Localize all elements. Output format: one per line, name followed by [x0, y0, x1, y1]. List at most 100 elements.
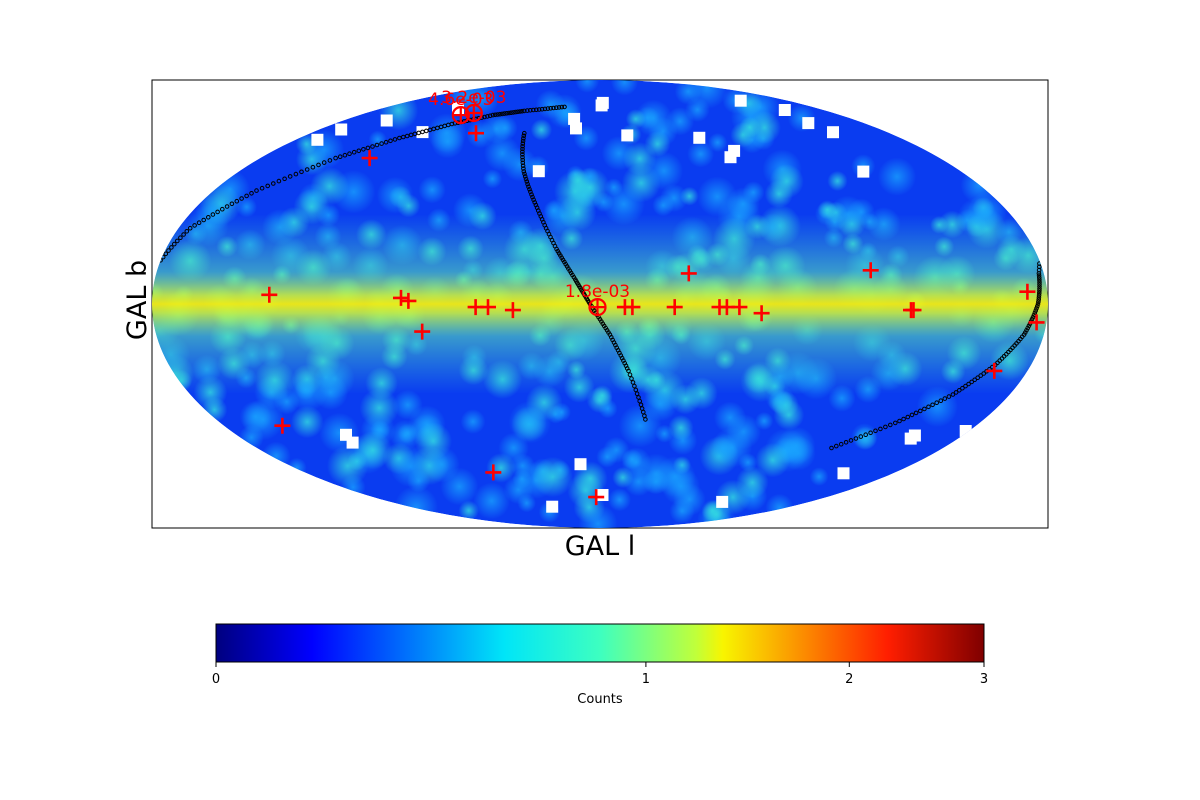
ecliptic-track-dot	[1037, 279, 1042, 285]
sky-blob	[659, 184, 688, 213]
ecliptic-track-dot	[843, 440, 849, 445]
ecliptic-track-dot	[515, 109, 521, 115]
ecliptic-track-dot	[838, 441, 844, 447]
sky-gap	[837, 467, 850, 480]
supergalactic-track-dot	[530, 194, 535, 200]
colorbar-tick-label: 0	[212, 672, 220, 687]
sky-gap	[546, 500, 559, 513]
colorbar-tick-label: 2	[845, 672, 853, 687]
sky-blob	[578, 504, 618, 528]
source-marker	[862, 262, 879, 279]
source-marker	[624, 299, 641, 316]
ecliptic-track-dot	[206, 215, 211, 220]
sky-blob	[827, 170, 848, 192]
ecliptic-track-dot	[388, 138, 393, 144]
ecliptic-track-dot	[1037, 290, 1042, 296]
supergalactic-track-dot	[627, 372, 633, 378]
source-marker	[468, 125, 484, 142]
ecliptic-track-dot	[922, 406, 927, 412]
ecliptic-track-dot	[901, 416, 906, 422]
ecliptic-track-dot	[1036, 295, 1042, 300]
ecliptic-track-dot	[351, 149, 357, 155]
sky-blob	[739, 116, 761, 138]
ecliptic-track-dot	[554, 105, 559, 110]
supergalactic-track-dot	[523, 176, 529, 182]
sky-gap	[802, 117, 815, 130]
ecliptic-track-dot	[963, 383, 968, 389]
ecliptic-track-dot	[321, 160, 327, 165]
supergalactic-track-dot	[522, 171, 527, 177]
supergalactic-track-dot	[626, 368, 631, 374]
sky-gap	[734, 94, 747, 107]
ecliptic-track-dot	[342, 152, 348, 158]
sky-blob	[687, 140, 715, 168]
ecliptic-track-dot	[265, 183, 271, 189]
sky-gap	[335, 123, 348, 136]
sky-blob	[697, 176, 738, 217]
ecliptic-track-dot	[966, 381, 971, 387]
ecliptic-track-dot	[506, 110, 512, 116]
ecliptic-track-dot	[1037, 284, 1042, 289]
source-marker	[905, 302, 922, 319]
ecliptic-track-dot	[485, 114, 490, 119]
ecliptic-track-dot	[497, 111, 503, 117]
sky-gap	[574, 458, 587, 471]
ecliptic-track-dot	[848, 438, 854, 443]
ecliptic-track-dot	[551, 105, 556, 111]
ecliptic-track-dot	[310, 164, 316, 170]
supergalactic-track-dot	[520, 149, 525, 154]
sky-gap	[595, 99, 608, 112]
ecliptic-track-dot	[511, 110, 516, 115]
source-marker	[480, 299, 496, 316]
colorbar-label: Counts	[577, 692, 623, 707]
sky-gap	[532, 165, 545, 178]
sky-blob	[644, 131, 671, 157]
supergalactic-track-dot	[527, 186, 532, 192]
ecliptic-track-dot	[934, 400, 940, 406]
sky-blob	[368, 130, 387, 149]
sky-blob	[239, 400, 272, 433]
ecliptic-track-dot	[271, 181, 276, 186]
sky-blob	[621, 447, 652, 478]
source-marker	[485, 464, 502, 481]
ecliptic-track-dot	[1036, 297, 1041, 302]
sky-gap	[728, 144, 741, 157]
sky-blob	[809, 467, 829, 486]
galactic-plane-band	[152, 214, 1048, 394]
source-marker	[680, 265, 697, 282]
supergalactic-track-dot	[637, 398, 643, 404]
ecliptic-track-dot	[210, 212, 216, 217]
ecliptic-track-dot	[863, 432, 869, 438]
source-marker	[361, 150, 378, 167]
sky-blob	[661, 467, 701, 506]
ecliptic-track-dot	[938, 398, 944, 404]
ecliptic-track-dot	[539, 106, 545, 112]
source-marker	[666, 299, 683, 316]
ecliptic-track-dot	[1032, 310, 1038, 316]
colorbar-gradient	[215, 623, 985, 663]
sky-blob	[575, 80, 600, 93]
ecliptic-track-dot	[926, 404, 931, 410]
ecliptic-track-dot	[897, 418, 902, 424]
sky-blob	[508, 400, 552, 444]
circled-source-marker	[588, 298, 607, 317]
sky-blob	[236, 196, 257, 218]
sky-blob	[708, 132, 728, 153]
supergalactic-track-dot	[522, 174, 528, 179]
ecliptic-track-dot	[930, 402, 935, 408]
sky-gap	[311, 133, 324, 146]
ecliptic-track-dot	[1036, 271, 1042, 276]
supergalactic-track-dot	[520, 154, 525, 160]
source-annotation: 4.6e-03	[428, 90, 493, 110]
sky-blob	[310, 167, 349, 206]
supergalactic-track-dot	[520, 144, 525, 149]
ecliptic-track-dot	[166, 248, 171, 253]
sky-blob	[492, 115, 518, 141]
ecliptic-track-dot	[969, 379, 975, 385]
sky-gap	[693, 131, 706, 144]
ecliptic-track-dot	[254, 188, 259, 193]
ecliptic-track-dot	[545, 106, 551, 111]
ecliptic-track-dot	[1037, 277, 1042, 283]
ecliptic-track-dot	[184, 229, 190, 234]
ecliptic-track-dot	[536, 107, 542, 112]
